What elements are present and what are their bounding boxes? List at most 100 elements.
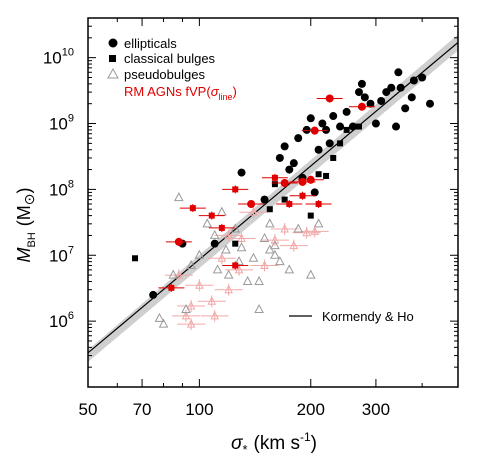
- rm-agn-point: [208, 223, 235, 232]
- classical-bulge-point: [323, 172, 330, 179]
- rm-agn-point: [301, 126, 328, 135]
- x-tick-label: 300: [362, 400, 390, 419]
- rm-faint-point: [292, 226, 321, 239]
- pseudobulge-point: [223, 269, 234, 279]
- pseudobulge-point: [186, 259, 196, 269]
- rm-agn-point: [261, 173, 288, 182]
- elliptical-point: [310, 188, 319, 197]
- rm-faint-point: [239, 206, 268, 219]
- elliptical-point: [336, 122, 345, 131]
- fit-line: [88, 42, 458, 354]
- elliptical-point: [348, 122, 357, 131]
- pseudobulge-point: [264, 244, 275, 254]
- pseudobulge-point: [202, 218, 213, 228]
- classical-bulge-point: [307, 212, 314, 219]
- pseudobulge-point: [305, 269, 316, 279]
- elliptical-point: [285, 165, 294, 174]
- elliptical-point: [418, 73, 427, 82]
- elliptical-point: [275, 153, 284, 162]
- x-label-unit: (km s: [254, 433, 300, 454]
- axis-ticks-layer: 50 70 100 200 300 106 107 108 109 1010: [43, 17, 459, 419]
- classical-bulge-point: [315, 171, 322, 178]
- classical-bulge-point: [337, 140, 344, 147]
- elliptical-point: [371, 119, 380, 128]
- elliptical-point: [392, 122, 401, 131]
- pseudobulge-point: [284, 264, 295, 274]
- rm-agn-point: [238, 200, 265, 209]
- elliptical-point: [377, 96, 386, 105]
- rm-agn-point: [271, 179, 298, 188]
- elliptical-point: [407, 93, 416, 102]
- rm-agn-point: [165, 237, 192, 246]
- classical-bulge-point: [355, 123, 362, 130]
- elliptical-point: [325, 139, 334, 148]
- x-label-exp: -1: [300, 430, 311, 444]
- x-tick-label: 50: [79, 400, 98, 419]
- y-axis-label: MBH (M⊙): [14, 187, 38, 262]
- y-label-close: ): [14, 187, 34, 193]
- x-tick-label: 200: [297, 400, 325, 419]
- elliptical-point: [354, 88, 363, 97]
- elliptical-point: [314, 145, 323, 154]
- legend-rm-sigma: σ: [211, 84, 220, 99]
- legend-rm-sub: line: [219, 92, 233, 102]
- rm-faint-point: [214, 283, 243, 296]
- classical-bulge-point: [330, 154, 337, 161]
- y-tick-label: 1010: [43, 47, 74, 68]
- elliptical-point: [387, 83, 396, 92]
- x-tick-label: 70: [133, 400, 152, 419]
- legend-ellipticals-marker: [108, 38, 118, 48]
- classical-bulge-point: [343, 126, 350, 133]
- classical-bulge-point: [132, 255, 139, 262]
- rm-faint-point: [279, 239, 308, 252]
- rm-agn-point: [198, 211, 225, 220]
- rm-agn-point: [289, 191, 316, 200]
- legend-ellipticals-label: ellipticals: [124, 36, 177, 51]
- pseudobulge-point: [264, 218, 275, 228]
- rm-agn-point: [297, 175, 324, 184]
- pseudobulge-point: [154, 312, 165, 322]
- pseudobulge-point: [259, 232, 270, 242]
- rm-agn-point: [158, 283, 185, 292]
- elliptical-point: [329, 112, 338, 121]
- x-tick-label: 100: [185, 400, 213, 419]
- pseudobulge-point: [270, 249, 280, 259]
- legend-rm-close: ): [233, 84, 237, 99]
- rm-faint-point: [177, 299, 206, 312]
- elliptical-point: [294, 134, 303, 143]
- y-label-main: M: [14, 248, 34, 263]
- elliptical-point: [302, 125, 311, 134]
- rm-faint-point: [300, 225, 329, 238]
- elliptical-point: [280, 142, 289, 151]
- rm-agn-point: [276, 200, 303, 209]
- x-label-close: ): [311, 433, 317, 454]
- classical-bulge-point: [271, 181, 278, 188]
- elliptical-point: [360, 93, 369, 102]
- y-label-sub: BH: [26, 232, 38, 247]
- elliptical-point: [366, 99, 375, 108]
- rm-faint-point: [171, 309, 200, 322]
- pseudobulge-point: [212, 264, 223, 274]
- legend: ellipticals classical bulges pseudobulge…: [107, 36, 414, 324]
- pseudobulge-point: [158, 318, 169, 328]
- elliptical-point: [357, 79, 366, 88]
- elliptical-point: [322, 125, 331, 134]
- elliptical-point: [401, 104, 410, 113]
- x-label-main: σ: [231, 433, 244, 454]
- plot-frame: [87, 17, 459, 388]
- legend-classical-marker: [109, 55, 116, 62]
- rm-faint-point: [207, 252, 236, 265]
- pseudobulge-point: [293, 223, 304, 233]
- legend-fit-label: Kormendy & Ho: [322, 309, 414, 324]
- rm-agn-point: [179, 204, 206, 213]
- pseudobulge-point: [313, 218, 324, 228]
- legend-pseudo-marker: [107, 67, 119, 79]
- y-tick-label: 108: [49, 178, 74, 199]
- elliptical-point: [396, 83, 405, 92]
- rm-faint-point: [197, 295, 226, 308]
- legend-rm-prefix: RM AGNs fVP(: [124, 84, 211, 99]
- pseudobulge-point: [236, 242, 247, 252]
- y-tick-label: 107: [49, 244, 74, 265]
- pseudobulge-point: [234, 256, 244, 266]
